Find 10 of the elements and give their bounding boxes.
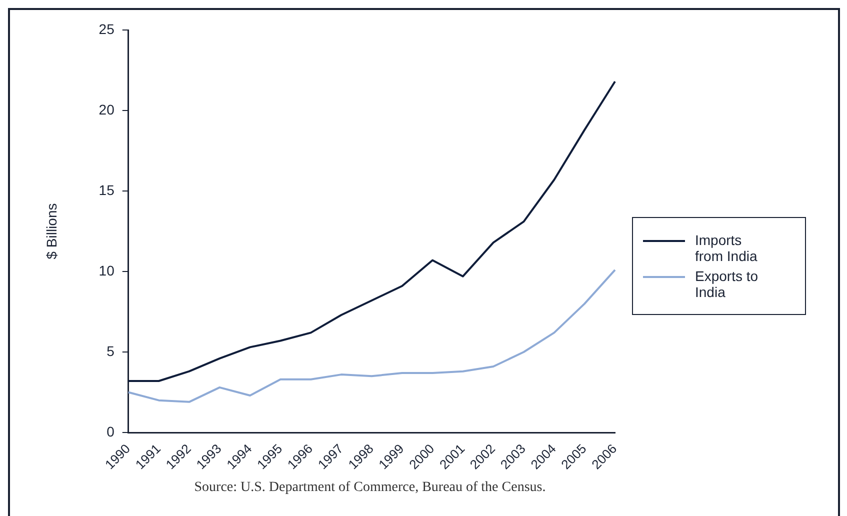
- y-axis-title: $ Billions: [43, 203, 60, 260]
- legend-label: Exports to India: [695, 268, 760, 300]
- y-tick-label: 20: [98, 101, 115, 118]
- y-tick-label: 10: [98, 262, 115, 278]
- y-tick-label: 0: [106, 423, 115, 440]
- y-tick-label: 25: [98, 20, 115, 37]
- y-tick-label: 5: [106, 342, 115, 359]
- legend-label: Imports from India: [695, 232, 758, 264]
- source-note: Source: U.S. Department of Commerce, Bureau of the Census.: [193, 480, 547, 496]
- y-tick-label: 15: [98, 182, 115, 198]
